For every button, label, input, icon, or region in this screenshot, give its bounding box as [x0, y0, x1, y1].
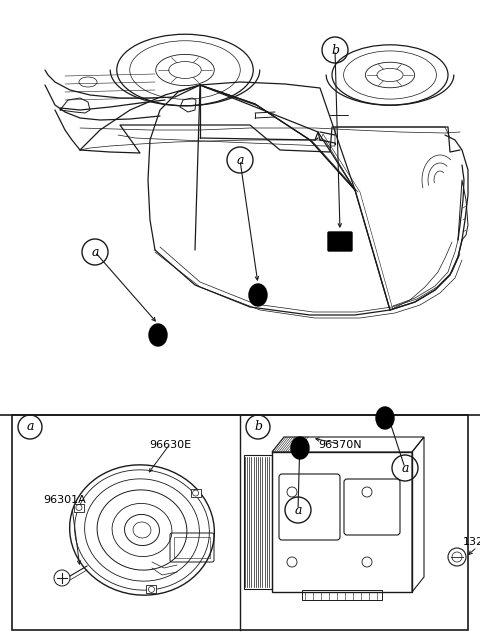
FancyBboxPatch shape	[146, 586, 156, 593]
Text: 96630E: 96630E	[149, 440, 191, 450]
Text: b: b	[331, 44, 339, 56]
Text: 96370N: 96370N	[318, 440, 362, 450]
FancyBboxPatch shape	[328, 232, 352, 251]
Ellipse shape	[376, 407, 394, 429]
Text: b: b	[254, 420, 262, 433]
Text: 1327CB: 1327CB	[463, 537, 480, 547]
Ellipse shape	[249, 284, 267, 306]
Text: a: a	[26, 420, 34, 433]
Ellipse shape	[291, 437, 309, 459]
Ellipse shape	[149, 324, 167, 346]
Text: a: a	[236, 154, 244, 166]
Text: a: a	[401, 461, 409, 474]
Text: a: a	[91, 246, 99, 259]
FancyBboxPatch shape	[74, 504, 84, 511]
FancyBboxPatch shape	[191, 489, 201, 497]
Text: a: a	[294, 504, 302, 516]
Text: 96301A: 96301A	[44, 495, 86, 505]
